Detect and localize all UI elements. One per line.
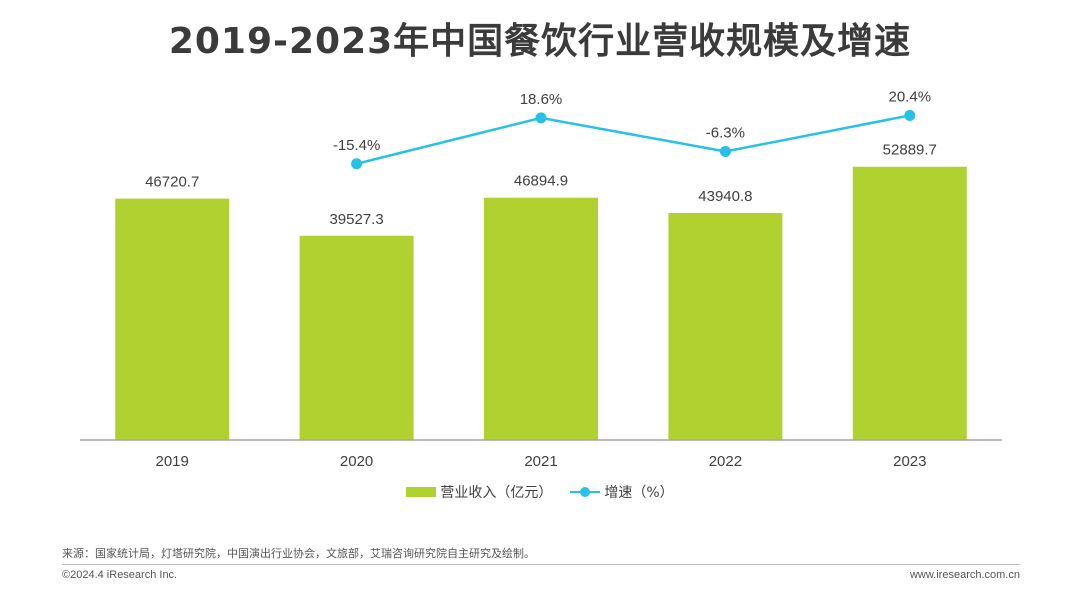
growth-line-series <box>351 109 916 170</box>
bar-value-label-2020: 39527.3 <box>329 211 383 228</box>
x-tick-2022: 2022 <box>709 453 742 470</box>
growth-line <box>356 114 911 166</box>
legend-item-growth: 增速（%） <box>570 482 674 502</box>
bar-value-labels: 46720.7 39527.3 46894.9 43940.8 52889.7 <box>145 142 937 228</box>
growth-label-2022: -6.3% <box>706 125 745 142</box>
bar-2022 <box>668 212 783 440</box>
x-tick-2023: 2023 <box>893 453 926 470</box>
growth-label-2020: -15.4% <box>333 137 381 154</box>
growth-point-2021 <box>535 112 547 124</box>
growth-point-2022 <box>719 146 731 158</box>
bar-2019 <box>115 198 230 440</box>
bar-2020 <box>299 235 414 440</box>
x-tick-labels: 2019 2020 2021 2022 2023 <box>156 453 927 470</box>
bar-value-label-2019: 46720.7 <box>145 174 199 191</box>
chart-title: 2019-2023年中国餐饮行业营收规模及增速 <box>168 21 912 62</box>
legend-item-revenue: 营业收入（亿元） <box>406 482 552 502</box>
legend-revenue-label: 营业收入（亿元） <box>440 485 553 501</box>
growth-label-2021: 18.6% <box>520 91 563 108</box>
bar-2021 <box>484 197 598 440</box>
growth-value-labels: -15.4% 18.6% -6.3% 20.4% <box>333 88 931 153</box>
legend-growth-label: 增速（%） <box>604 485 674 501</box>
growth-point-2023 <box>904 109 916 121</box>
growth-point-2020 <box>351 158 363 170</box>
source-note: 来源：国家统计局，灯塔研究院，中国演出行业协会，文旅部，艾瑞咨询研究院自主研究及… <box>62 548 535 560</box>
legend: 营业收入（亿元） 增速（%） <box>0 482 1080 502</box>
legend-bar-swatch <box>406 487 437 497</box>
website-link[interactable]: www.iresearch.com.cn <box>909 569 1020 581</box>
bar-value-label-2023: 52889.7 <box>883 142 937 159</box>
x-tick-2021: 2021 <box>524 453 557 470</box>
copyright: ©2024.4 iResearch Inc. <box>62 569 178 581</box>
x-tick-2020: 2020 <box>340 453 373 470</box>
bar-value-label-2021: 46894.9 <box>514 173 568 190</box>
bar-2023 <box>852 166 967 440</box>
x-tick-2019: 2019 <box>156 453 189 470</box>
bar-value-label-2022: 43940.8 <box>698 188 752 205</box>
growth-label-2023: 20.4% <box>889 88 932 105</box>
bar-series <box>115 166 967 440</box>
footer-divider <box>62 564 1020 565</box>
legend-line-swatch <box>570 486 601 498</box>
